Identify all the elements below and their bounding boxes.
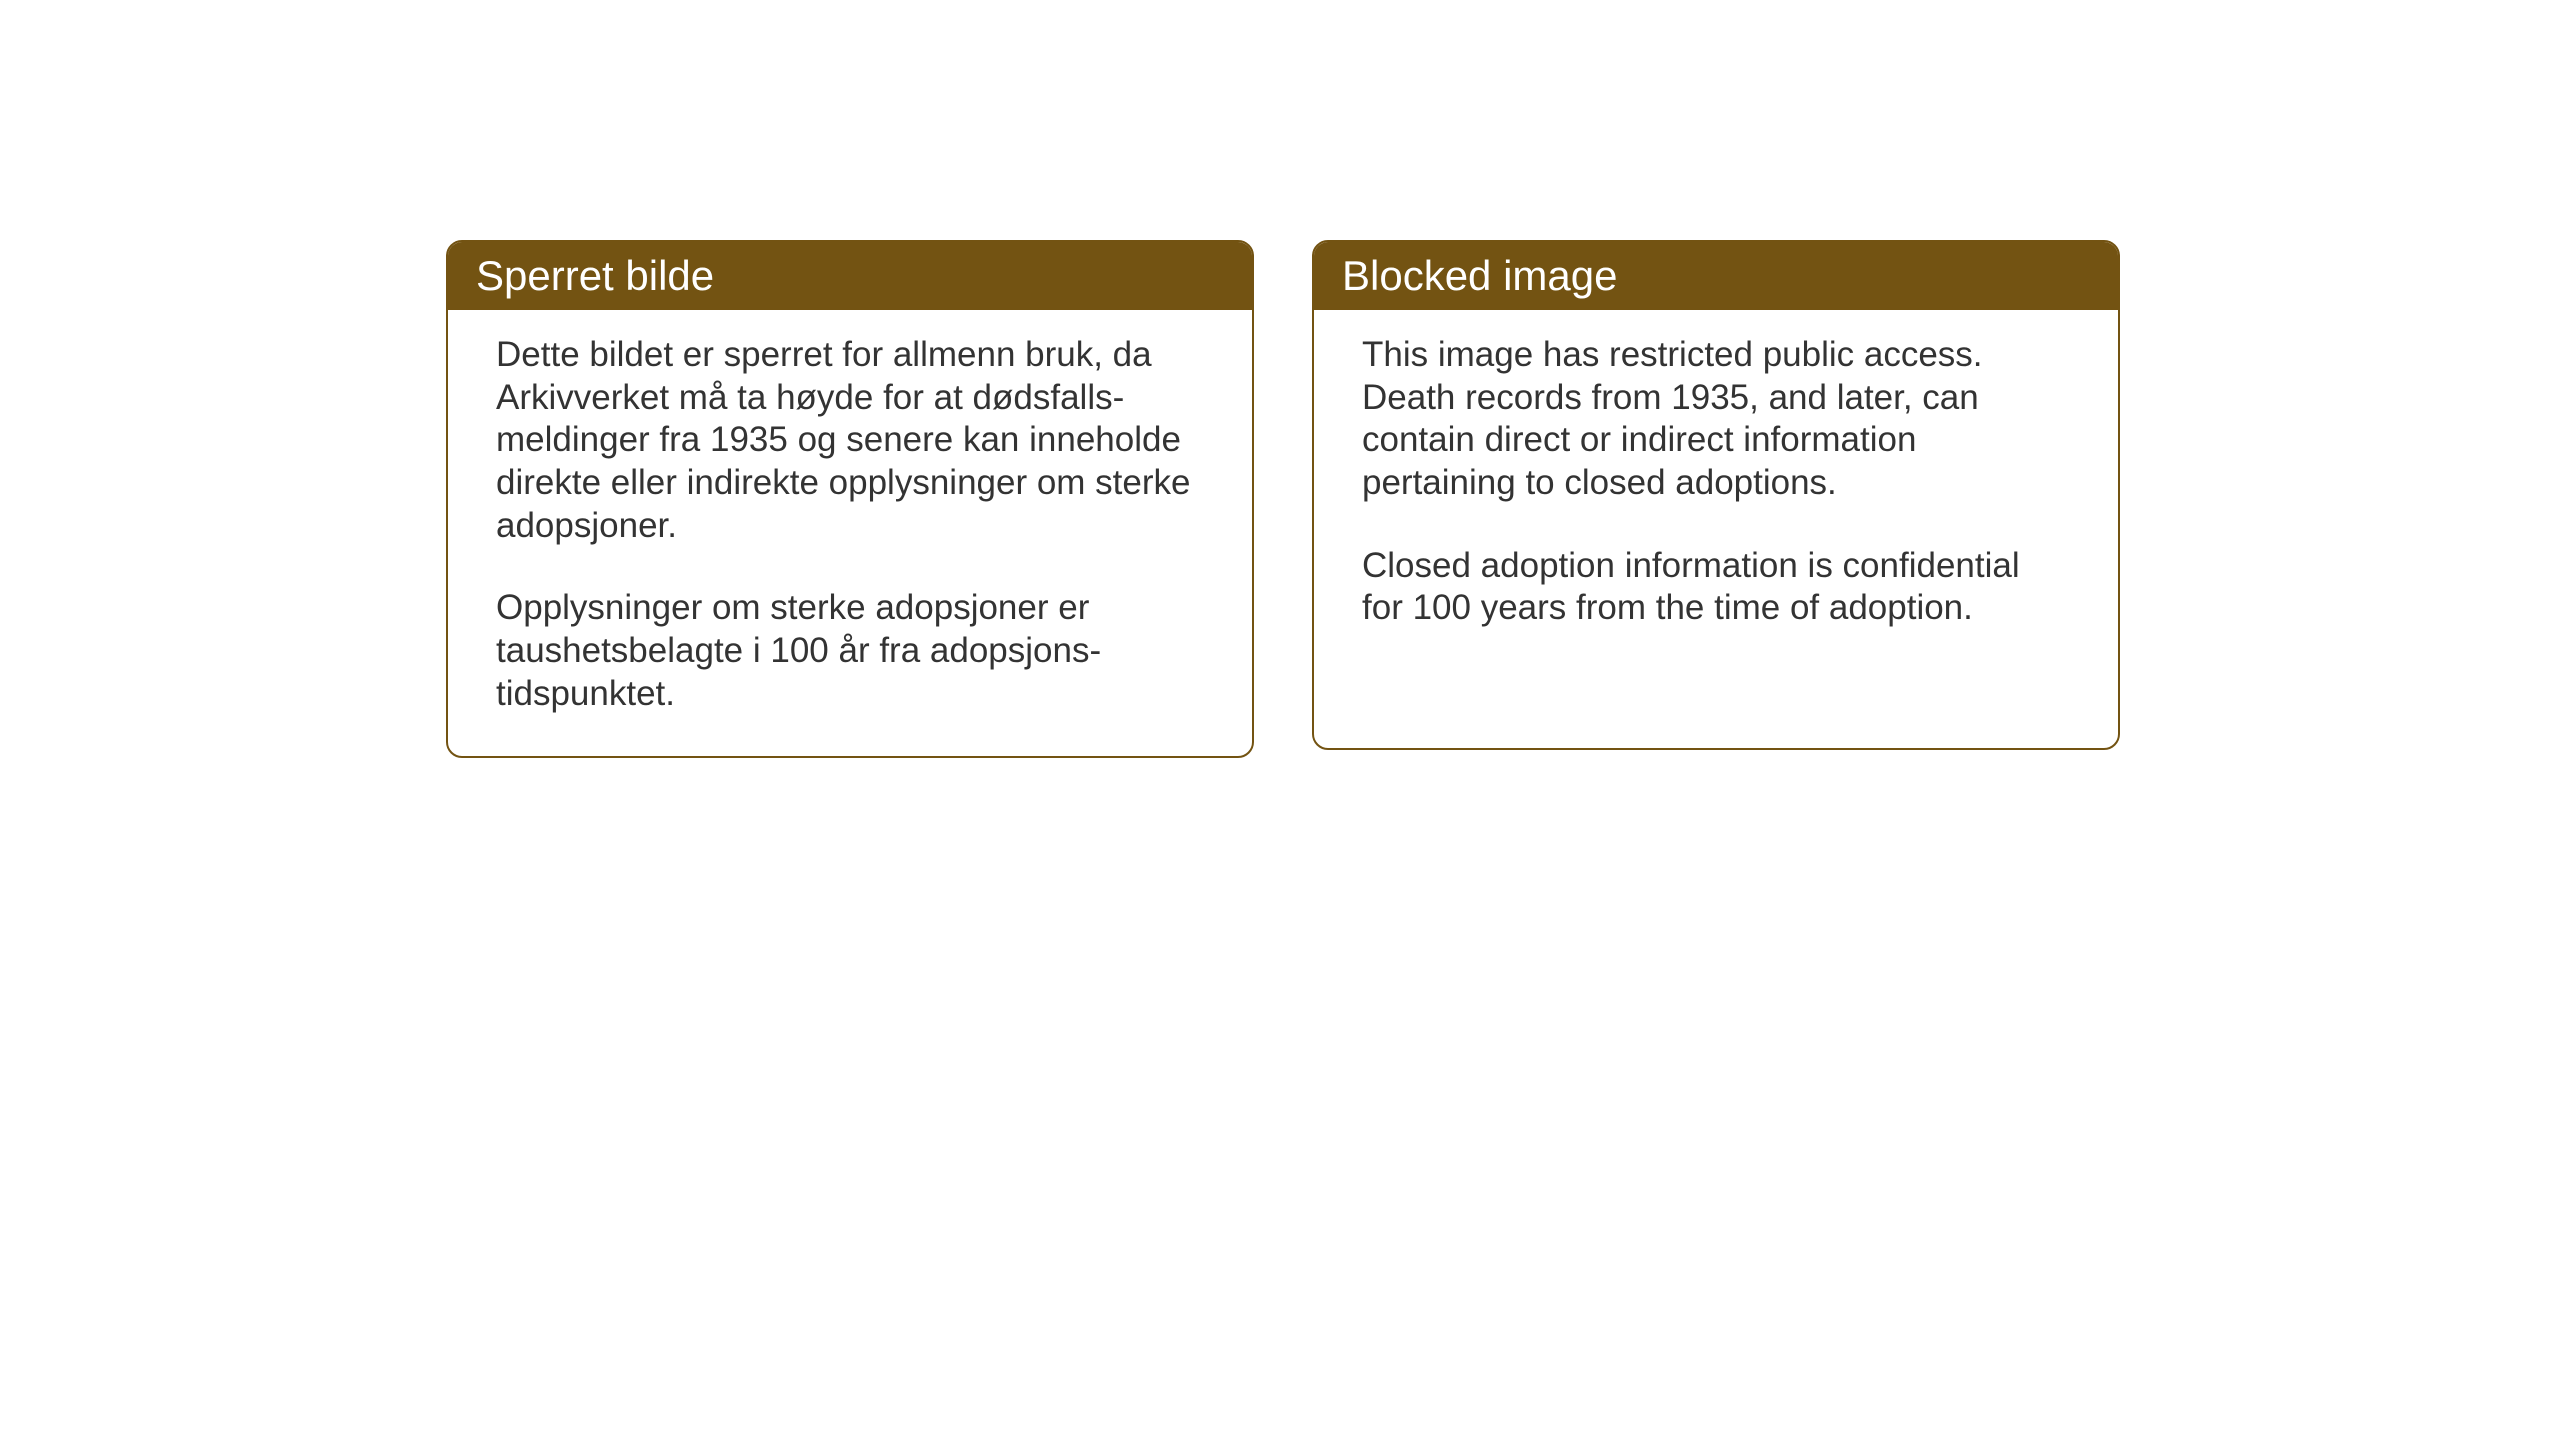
notice-card-english: Blocked image This image has restricted … — [1312, 240, 2120, 750]
card-paragraph-2-norwegian: Opplysninger om sterke adopsjoner er tau… — [496, 587, 1204, 715]
card-title-english: Blocked image — [1314, 242, 2118, 310]
notice-card-norwegian: Sperret bilde Dette bildet er sperret fo… — [446, 240, 1254, 758]
card-paragraph-1-norwegian: Dette bildet er sperret for allmenn bruk… — [496, 334, 1204, 547]
card-body-english: This image has restricted public access.… — [1314, 310, 2118, 670]
card-body-norwegian: Dette bildet er sperret for allmenn bruk… — [448, 310, 1252, 756]
notice-container: Sperret bilde Dette bildet er sperret fo… — [446, 240, 2120, 758]
card-paragraph-2-english: Closed adoption information is confident… — [1362, 545, 2070, 630]
card-title-norwegian: Sperret bilde — [448, 242, 1252, 310]
card-paragraph-1-english: This image has restricted public access.… — [1362, 334, 2070, 505]
